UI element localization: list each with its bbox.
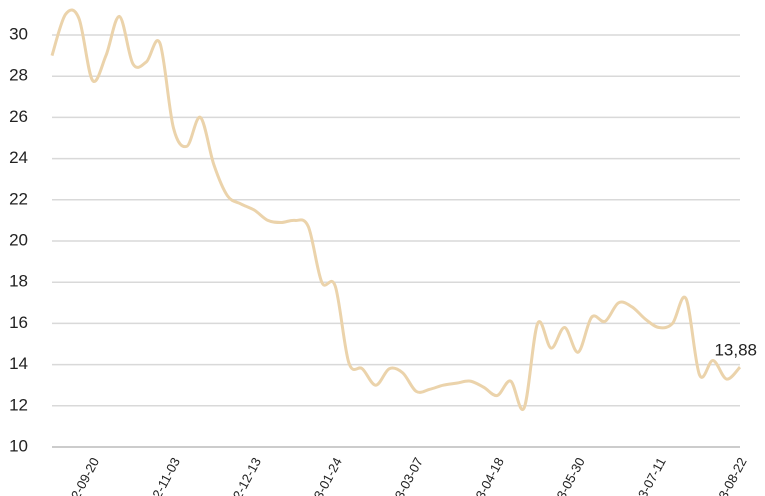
x-tick-label: 3-03-07 — [392, 455, 426, 496]
data-label: 13,88 — [714, 341, 757, 360]
y-tick-label: 30 — [9, 24, 28, 43]
x-tick-label: 2-11-03 — [149, 455, 183, 496]
x-tick-label: 3-04-18 — [473, 455, 507, 496]
y-tick-label: 20 — [9, 230, 28, 249]
y-tick-label: 32 — [9, 0, 28, 2]
y-tick-label: 24 — [9, 148, 28, 167]
x-tick-label: 3-08-22 — [715, 455, 749, 496]
x-tick-label: 3-01-24 — [311, 455, 345, 496]
y-tick-label: 10 — [9, 436, 28, 455]
y-tick-label: 16 — [9, 313, 28, 332]
y-tick-label: 12 — [9, 395, 28, 414]
y-tick-label: 14 — [9, 354, 28, 373]
x-tick-label: 2-12-13 — [230, 455, 264, 496]
x-tick-label: 3-07-11 — [635, 455, 669, 496]
y-tick-label: 28 — [9, 66, 28, 85]
line — [50, 8, 742, 412]
y-tick-label: 22 — [9, 189, 28, 208]
x-tick-label: 3-05-30 — [554, 455, 588, 496]
y-tick-label: 26 — [9, 107, 28, 126]
y-tick-label: 18 — [9, 272, 28, 291]
x-tick-label: 2-09-20 — [68, 455, 102, 496]
